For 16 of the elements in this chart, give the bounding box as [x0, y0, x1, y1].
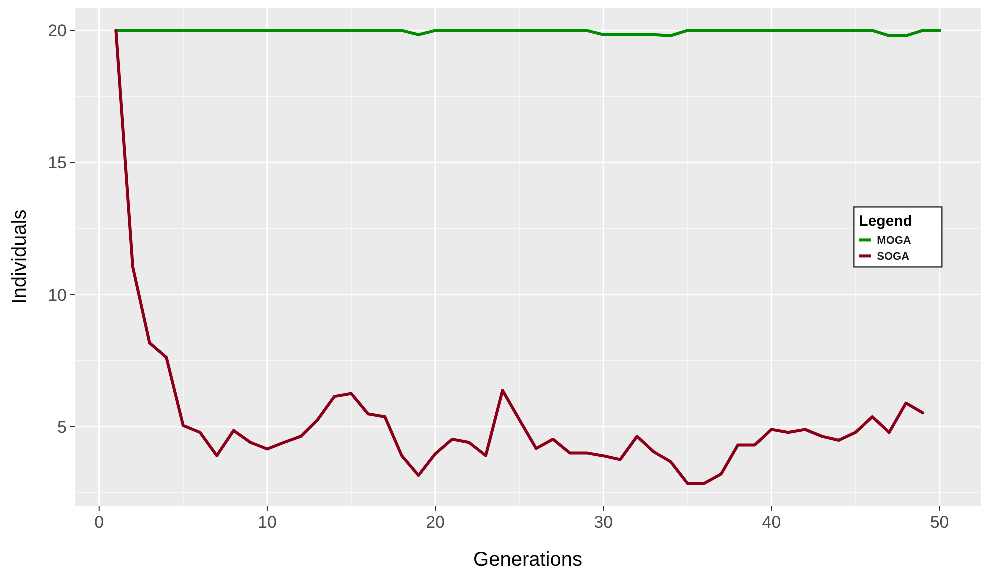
y-axis-title: Individuals — [9, 210, 31, 304]
x-tick-label: 20 — [426, 513, 446, 532]
legend-label: MOGA — [877, 235, 912, 248]
x-axis-title: Generations — [474, 549, 582, 571]
y-tick-label: 10 — [48, 286, 67, 305]
y-tick-label: 15 — [48, 154, 67, 173]
y-tick-label: 20 — [48, 22, 67, 41]
line-series — [114, 29, 925, 486]
x-tick-label: 10 — [258, 513, 277, 532]
x-tick-label: 50 — [930, 513, 950, 532]
y-tick-label: 5 — [58, 418, 67, 437]
x-tick-label: 30 — [594, 513, 614, 532]
legend-label: SOGA — [877, 251, 910, 264]
legend-title: Legend — [859, 213, 913, 230]
x-tick-label: 40 — [762, 513, 782, 532]
x-tick-label: 0 — [94, 513, 104, 532]
